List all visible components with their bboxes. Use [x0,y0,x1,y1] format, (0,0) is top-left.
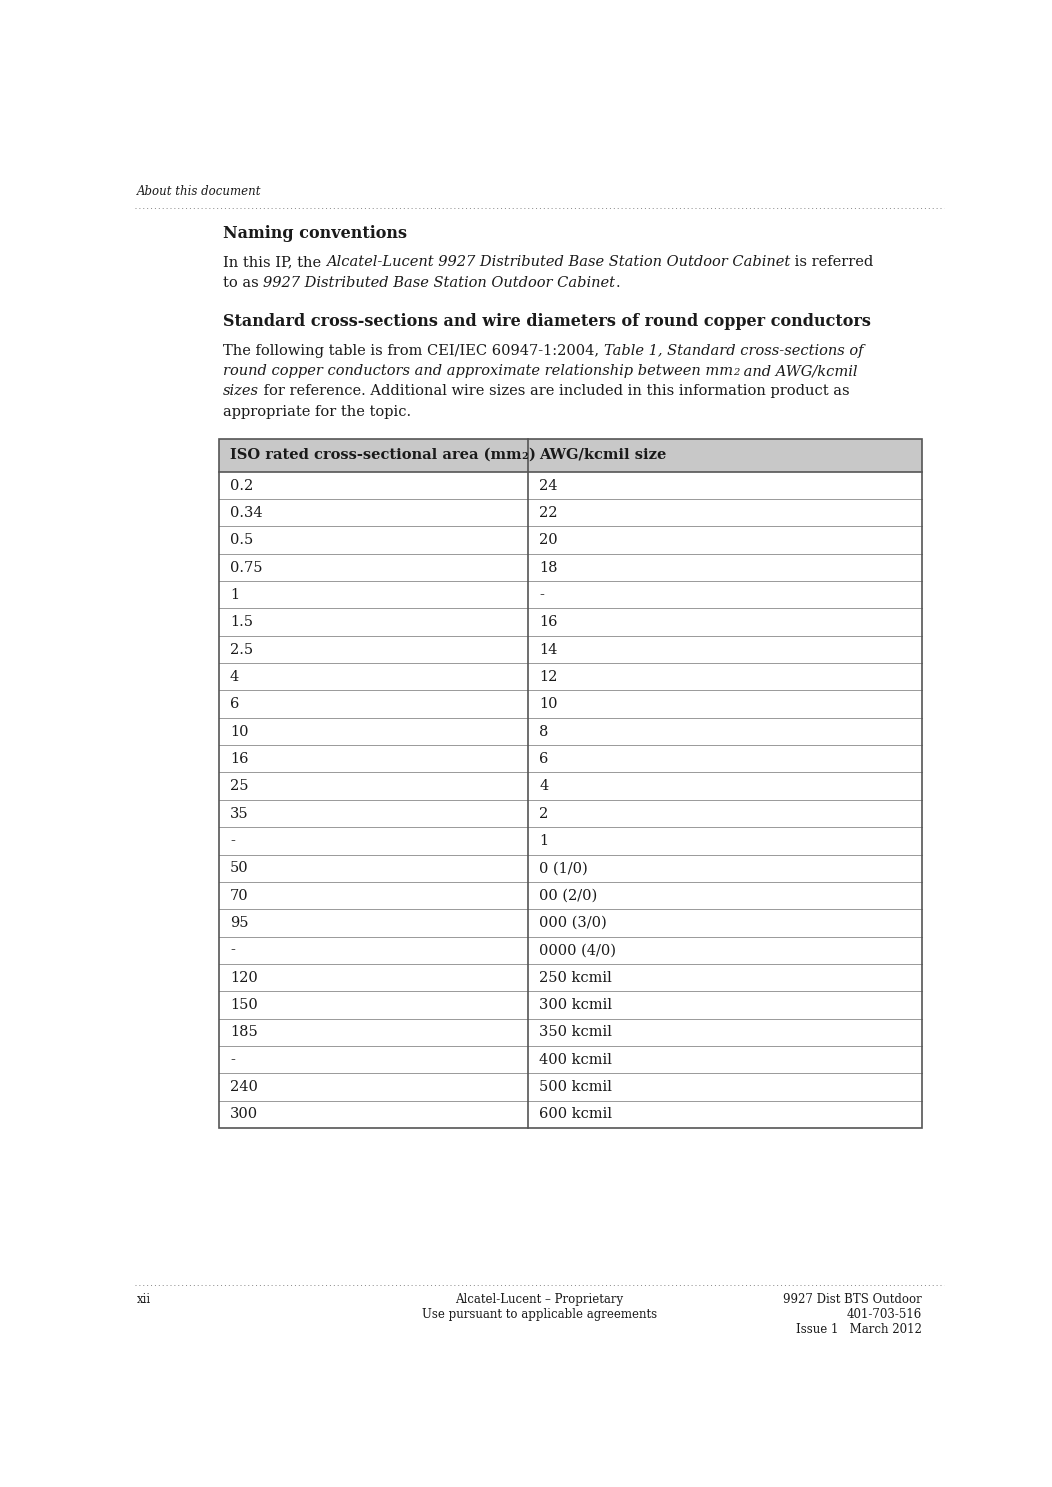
Text: About this document: About this document [137,184,262,198]
Text: 0.75: 0.75 [230,561,262,575]
Text: 25: 25 [230,779,248,794]
Text: 9927 Distributed Base Station Outdoor Cabinet: 9927 Distributed Base Station Outdoor Ca… [263,277,615,290]
Text: 16: 16 [230,752,248,766]
Text: 150: 150 [230,998,258,1013]
Text: 401-703-516: 401-703-516 [847,1309,922,1320]
Text: 1.5: 1.5 [230,616,252,629]
Text: 120: 120 [230,971,258,984]
Text: 2: 2 [540,807,548,821]
Bar [219,440,922,471]
Text: In this IP, the: In this IP, the [223,256,326,269]
Text: 8: 8 [540,724,548,739]
Text: 600 kcmil: 600 kcmil [540,1108,612,1121]
Text: is referred: is referred [790,256,873,269]
Text: 10: 10 [540,697,558,711]
Text: Issue 1   March 2012: Issue 1 March 2012 [796,1323,922,1337]
Text: for reference. Additional wire sizes are included in this information product as: for reference. Additional wire sizes are… [259,385,850,399]
Text: Standard cross-sections and wire diameters of round copper conductors: Standard cross-sections and wire diamete… [223,312,871,330]
Text: 35: 35 [230,807,248,821]
Text: to as: to as [223,277,263,290]
Text: 16: 16 [540,616,558,629]
Text: 500 kcmil: 500 kcmil [540,1080,612,1094]
Text: 400 kcmil: 400 kcmil [540,1053,612,1066]
Text: .: . [615,277,620,290]
Text: 2.5: 2.5 [230,642,254,657]
Text: and AWG/kcmil: and AWG/kcmil [740,364,857,378]
Text: 0.5: 0.5 [230,534,254,547]
Text: 300: 300 [230,1108,258,1121]
Text: 50: 50 [230,861,248,876]
Text: 24: 24 [540,479,558,492]
Text: 20: 20 [540,534,558,547]
Text: Use pursuant to applicable agreements: Use pursuant to applicable agreements [422,1309,656,1320]
Text: AWG/kcmil size: AWG/kcmil size [540,448,667,461]
Text: 70: 70 [230,889,248,903]
Text: 00 (2/0): 00 (2/0) [540,889,598,903]
Text: xii: xii [137,1292,151,1306]
Text: -: - [230,943,235,958]
Text: -: - [540,587,544,602]
Text: 240: 240 [230,1080,258,1094]
Text: 350 kcmil: 350 kcmil [540,1026,612,1039]
Text: 14: 14 [540,642,558,657]
Text: Alcatel-Lucent 9927 Distributed Base Station Outdoor Cabinet: Alcatel-Lucent 9927 Distributed Base Sta… [326,256,790,269]
Text: Alcatel-Lucent – Proprietary: Alcatel-Lucent – Proprietary [456,1292,623,1306]
Text: The following table is from CEI/IEC 60947-1:2004,: The following table is from CEI/IEC 6094… [223,343,604,357]
Text: 185: 185 [230,1026,258,1039]
Text: appropriate for the topic.: appropriate for the topic. [223,404,411,419]
Text: 2: 2 [522,452,528,461]
Text: 1: 1 [540,834,548,848]
Text: 18: 18 [540,561,558,575]
Text: 0000 (4/0): 0000 (4/0) [540,943,616,958]
Text: 250 kcmil: 250 kcmil [540,971,612,984]
Text: 000 (3/0): 000 (3/0) [540,916,607,929]
Text: Table 1, Standard cross-sections of: Table 1, Standard cross-sections of [604,343,864,357]
Bar [219,440,922,1127]
Text: 300 kcmil: 300 kcmil [540,998,612,1013]
Text: -: - [230,834,235,848]
Text: 1: 1 [230,587,239,602]
Text: ISO rated cross-sectional area (mm: ISO rated cross-sectional area (mm [230,448,522,461]
Text: 22: 22 [540,506,558,520]
Text: 4: 4 [540,779,548,794]
Text: round copper conductors and approximate relationship between mm: round copper conductors and approximate … [223,364,733,378]
Text: 0 (1/0): 0 (1/0) [540,861,588,876]
Text: -: - [230,1053,235,1066]
Text: 0.2: 0.2 [230,479,254,492]
Text: 95: 95 [230,916,248,929]
Text: sizes: sizes [223,385,259,399]
Text: 10: 10 [230,724,248,739]
Text: 0.34: 0.34 [230,506,263,520]
Text: 6: 6 [230,697,239,711]
Text: 2: 2 [733,367,740,376]
Text: Naming conventions: Naming conventions [223,225,407,242]
Text: 12: 12 [540,671,558,684]
Text: 6: 6 [540,752,548,766]
Text: 4: 4 [230,671,239,684]
Text: ): ) [528,448,535,461]
Text: 9927 Dist BTS Outdoor: 9927 Dist BTS Outdoor [784,1292,922,1306]
